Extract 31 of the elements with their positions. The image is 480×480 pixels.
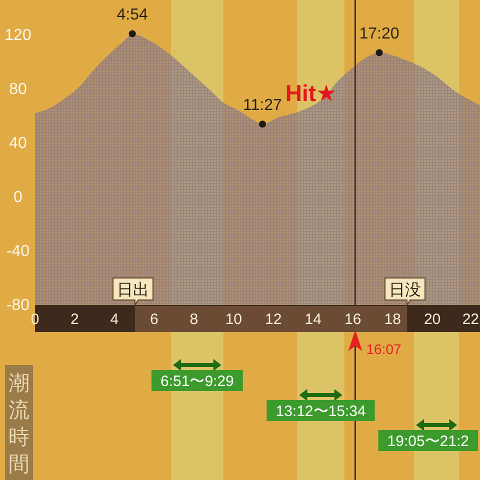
point — [128, 30, 136, 38]
y-tick-label: -40 — [6, 243, 30, 260]
annotation: 11:27 — [243, 97, 282, 114]
annotation: 日出 — [117, 281, 149, 299]
annotation: 日没 — [389, 282, 421, 299]
y-tick-label: 0 — [14, 189, 23, 206]
point — [376, 49, 383, 56]
x-tick-label: 14 — [304, 311, 322, 328]
annotation: 17:20 — [359, 26, 400, 43]
band-label: 19:05〜21:2 — [387, 433, 469, 450]
x-tick-label: 16 — [344, 311, 362, 328]
point — [258, 120, 266, 128]
x-tick-label: 6 — [150, 311, 158, 328]
annotation: Hit★ — [285, 80, 337, 106]
x-tick-label: 4 — [110, 311, 119, 328]
x-tick-label: 2 — [70, 311, 79, 328]
x-tick-label: 12 — [265, 311, 282, 328]
text: 潮流時間 — [8, 372, 30, 476]
y-tick-label: -80 — [6, 297, 30, 314]
y-tick-label: 80 — [9, 81, 27, 98]
y-tick-label: 40 — [9, 135, 27, 152]
x-tick-label: 18 — [384, 311, 401, 328]
y-tick-label: 120 — [4, 27, 32, 44]
band-label: 13:12〜15:34 — [276, 403, 366, 420]
x-tick-label: 22 — [462, 311, 479, 328]
x-tick-label: 20 — [424, 311, 441, 328]
annotation: 4:54 — [116, 6, 148, 24]
band-label: 6:51〜9:29 — [160, 373, 234, 390]
x-tick-label: 8 — [190, 311, 198, 328]
x-tick-label: 10 — [225, 311, 242, 328]
ref-line-label: 16:07 — [366, 341, 402, 357]
